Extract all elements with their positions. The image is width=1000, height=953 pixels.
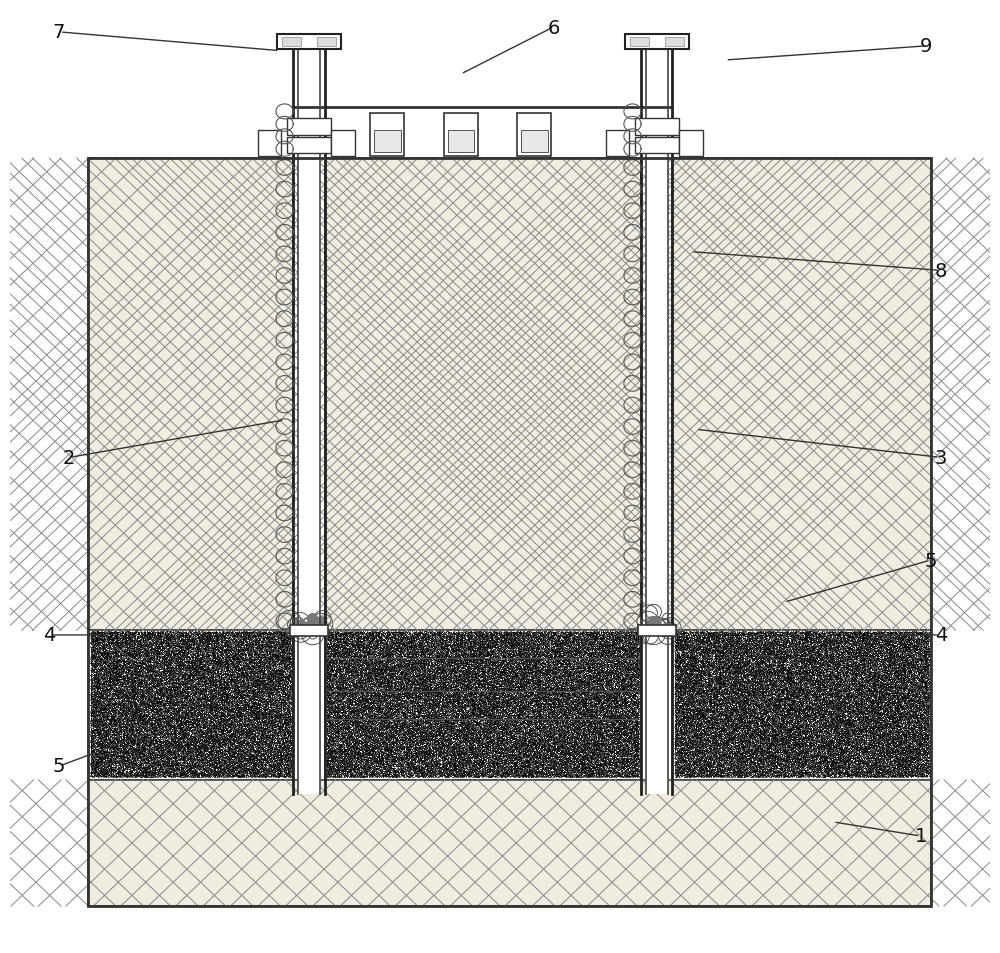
Bar — [606, 132, 629, 157]
Circle shape — [307, 618, 316, 626]
Bar — [88, 159, 931, 906]
Bar — [370, 114, 404, 157]
Bar — [287, 119, 331, 135]
Bar — [672, 631, 931, 780]
Bar — [325, 159, 641, 631]
Circle shape — [658, 628, 666, 636]
Bar — [646, 159, 668, 794]
Circle shape — [292, 619, 301, 627]
Circle shape — [298, 619, 306, 627]
Bar — [88, 780, 931, 906]
Circle shape — [316, 617, 327, 627]
Bar — [282, 37, 301, 47]
Circle shape — [650, 617, 659, 625]
Text: 9: 9 — [920, 37, 932, 56]
Bar — [331, 132, 355, 157]
Text: 5: 5 — [53, 757, 65, 776]
Text: 5: 5 — [925, 551, 937, 570]
Bar — [625, 34, 689, 50]
Bar — [88, 631, 293, 780]
Bar — [517, 114, 551, 157]
Bar — [277, 34, 341, 50]
Bar — [665, 37, 684, 47]
Bar — [374, 131, 401, 152]
Bar — [290, 625, 328, 637]
Text: 4: 4 — [935, 626, 947, 645]
Circle shape — [300, 626, 307, 633]
Bar — [325, 631, 641, 780]
Bar — [635, 119, 679, 135]
Bar — [317, 37, 336, 47]
Bar — [258, 132, 281, 157]
Bar — [630, 37, 649, 47]
Circle shape — [662, 623, 668, 629]
Circle shape — [307, 614, 318, 624]
Text: 6: 6 — [548, 19, 560, 38]
Bar — [638, 625, 676, 637]
Bar — [635, 137, 679, 154]
Bar — [521, 131, 548, 152]
Bar — [444, 114, 478, 157]
Bar — [646, 42, 668, 159]
Text: 3: 3 — [935, 448, 947, 467]
Circle shape — [651, 620, 662, 631]
Bar — [298, 159, 320, 794]
Bar — [298, 42, 320, 159]
Bar — [679, 132, 703, 157]
Text: 2: 2 — [63, 448, 75, 467]
Bar — [88, 159, 293, 631]
Bar — [448, 131, 474, 152]
Text: 4: 4 — [43, 626, 55, 645]
Circle shape — [655, 623, 662, 629]
Circle shape — [652, 617, 661, 624]
Text: 8: 8 — [935, 261, 947, 280]
Circle shape — [302, 622, 310, 630]
Circle shape — [303, 623, 311, 631]
Bar — [287, 137, 331, 154]
Text: 7: 7 — [53, 24, 65, 42]
Bar — [672, 159, 931, 631]
Text: 1: 1 — [915, 826, 928, 845]
Circle shape — [672, 624, 676, 628]
Circle shape — [646, 620, 655, 629]
